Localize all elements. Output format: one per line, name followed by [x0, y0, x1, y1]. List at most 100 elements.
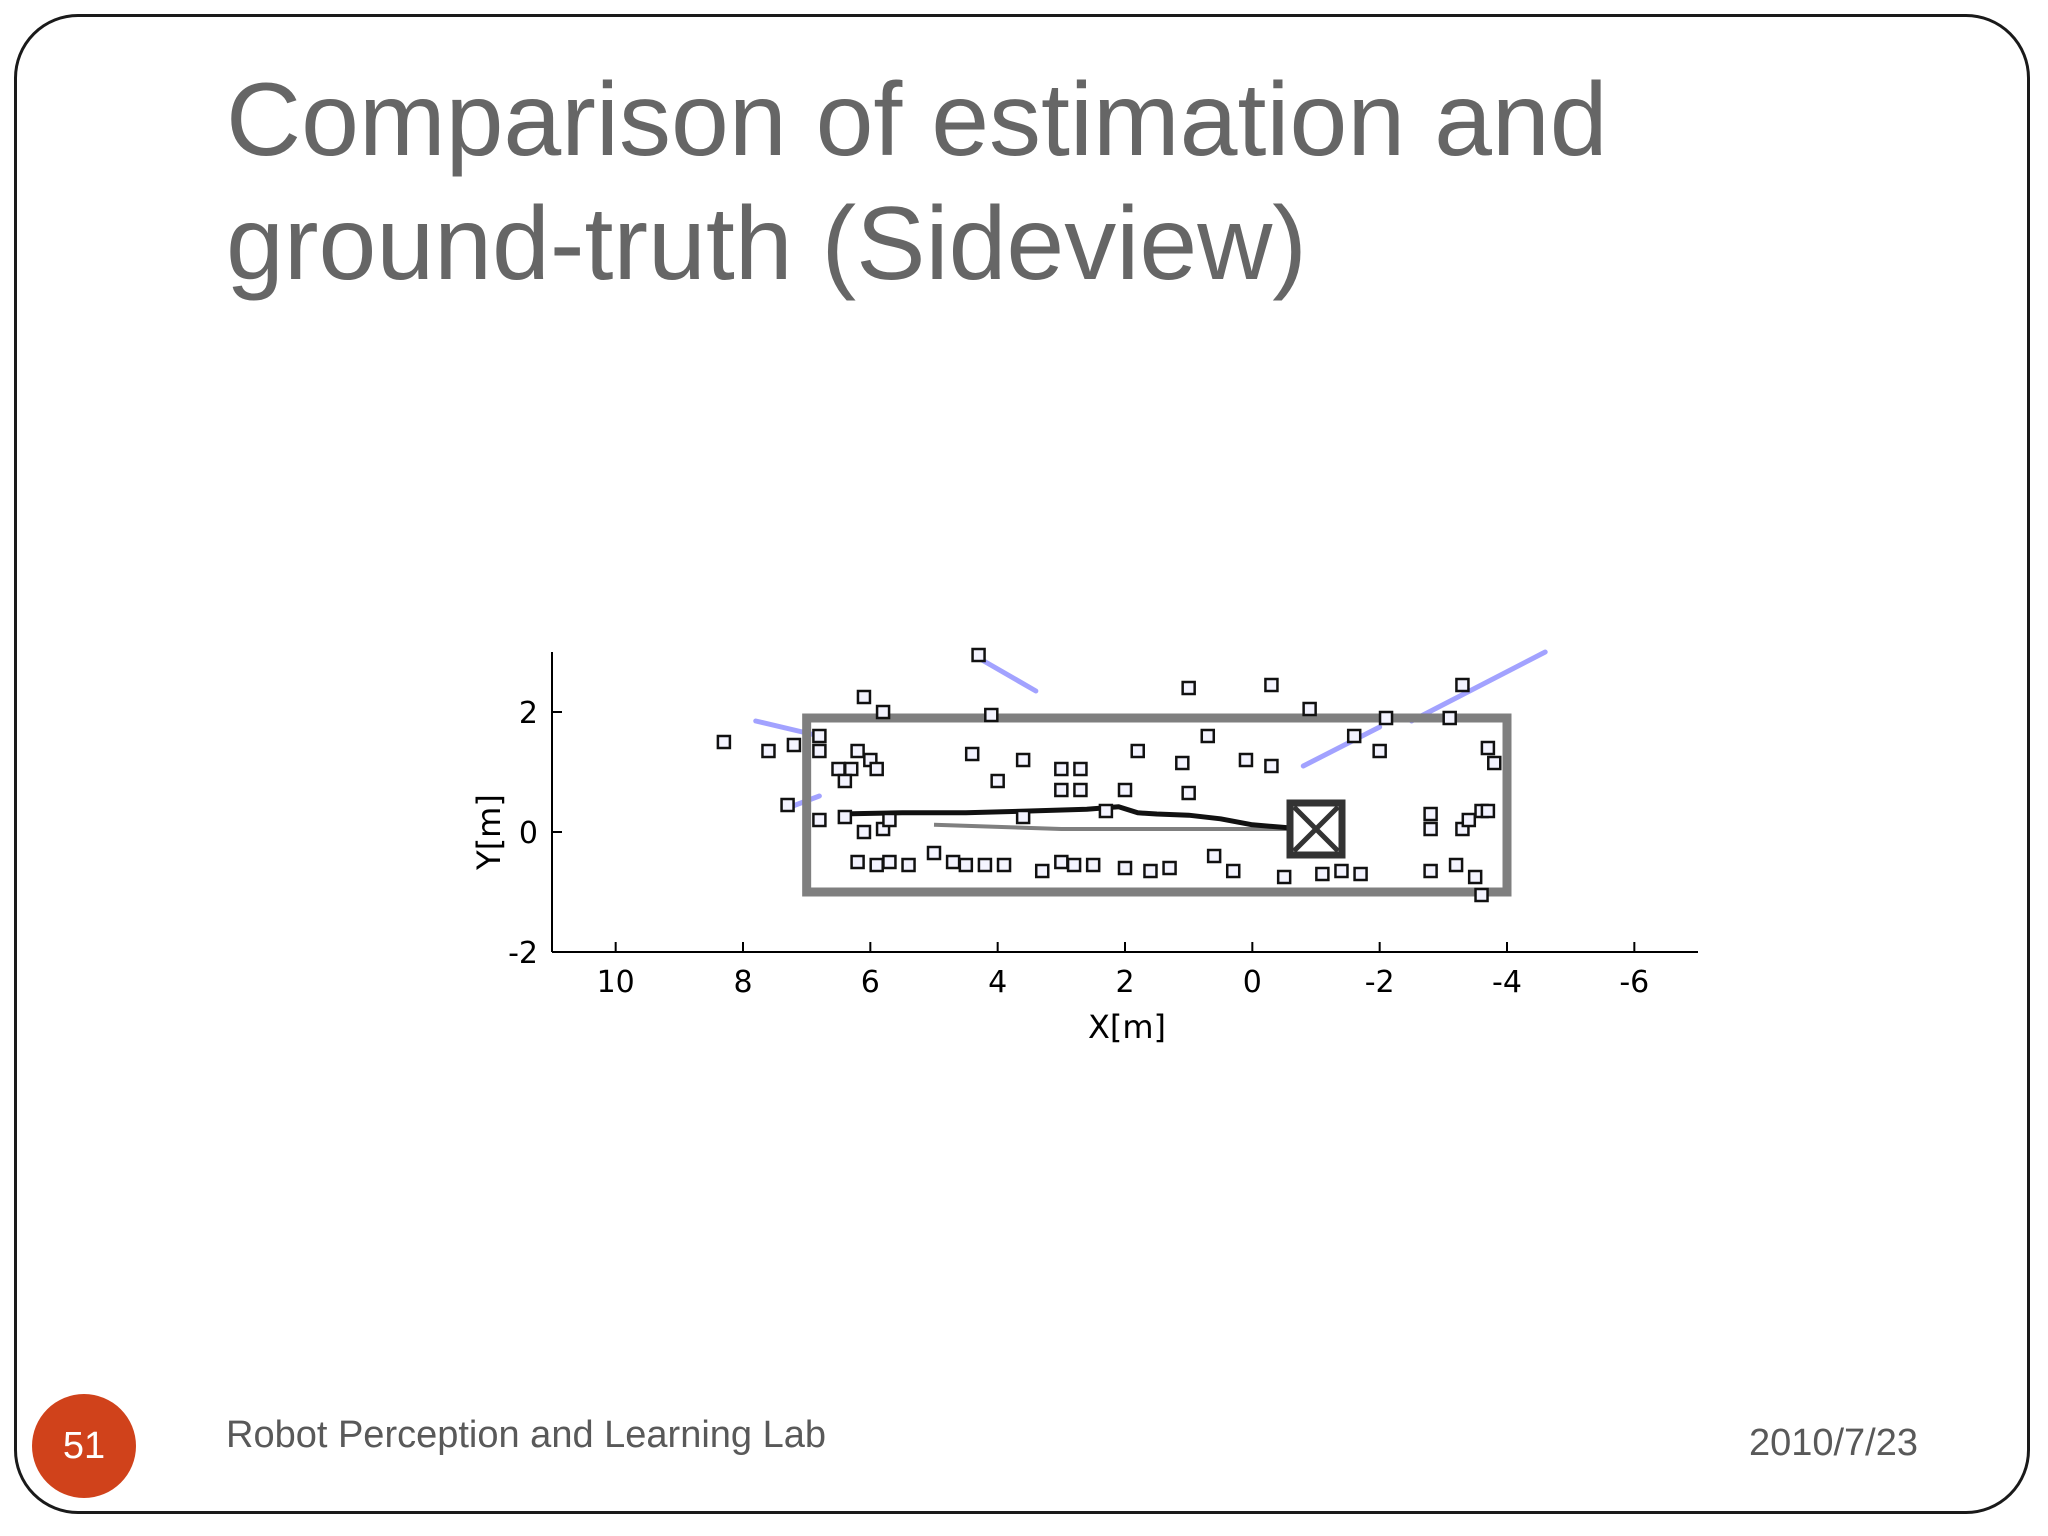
landmark-marker [1098, 803, 1114, 819]
x-tick-label: 6 [861, 965, 880, 1000]
landmark-marker [837, 809, 853, 825]
landmark-marker [1143, 863, 1158, 879]
landmark-marker [1175, 755, 1190, 771]
landmark-marker [786, 737, 802, 753]
estimated-trajectory [838, 804, 1304, 832]
landmark-marker [1423, 806, 1438, 822]
chart-svg: 10 8 6 4 2 0 -2 -4 -6 -2 0 2 X[m] Y[m] [470, 647, 1698, 1046]
landmark-marker [1034, 863, 1050, 879]
landmark-marker [1302, 701, 1317, 717]
landmark-marker [1085, 857, 1101, 873]
landmark-marker [1015, 809, 1031, 825]
ground-truth-trajectory [933, 822, 1304, 831]
landmark-marker [984, 707, 999, 723]
landmark-marker [780, 797, 795, 813]
landmark-marker [856, 824, 872, 840]
landmark-marker [996, 857, 1012, 873]
landmark-marker [1423, 821, 1438, 837]
x-tick-label: 0 [1243, 965, 1262, 1000]
x-tick-label: -2 [1365, 965, 1395, 1000]
landmark-marker [1378, 710, 1394, 726]
slide-title: Comparison of estimation and ground-trut… [226, 58, 1926, 306]
landmark-marker [761, 743, 776, 759]
landmark-marker [1353, 866, 1368, 882]
landmark-marker [843, 761, 859, 777]
landmark-marker [882, 854, 897, 870]
landmark-marker [716, 734, 732, 750]
landmark-marker [1073, 761, 1088, 777]
landmark-marker [1467, 869, 1483, 885]
landmark-marker [977, 857, 993, 873]
slide-title-line-1: Comparison of estimation and [226, 62, 1608, 178]
page-number-badge: 51 [32, 1394, 136, 1498]
landmark-marker [926, 845, 942, 861]
y-axis-label: Y[m] [470, 794, 508, 871]
landmark-marker [1455, 677, 1470, 693]
landmark-marker [1200, 728, 1216, 744]
landmark-marker [945, 854, 961, 870]
landmark-marker [850, 854, 865, 870]
landmark-marker [1315, 866, 1330, 882]
landmark-marker [1066, 857, 1082, 873]
landmark-marker [901, 857, 916, 873]
slide-title-line-2: ground-truth (Sideview) [226, 186, 1307, 302]
landmark-marker [1442, 710, 1457, 726]
landmark-marker [964, 746, 980, 762]
uncertainty-line [1409, 649, 1548, 724]
landmark-marker [1073, 782, 1088, 798]
landmark-marker [1264, 758, 1279, 774]
landmark-marker [1162, 860, 1177, 876]
landmark-marker [856, 689, 872, 705]
sideview-chart: 10 8 6 4 2 0 -2 -4 -6 -2 0 2 X[m] Y[m] [440, 630, 1740, 1070]
robot-pose-cross-b [1292, 805, 1340, 853]
landmark-marker [1423, 863, 1438, 879]
landmark-marker [1372, 743, 1387, 759]
landmark-marker [875, 704, 891, 720]
y-tick-label: 0 [519, 816, 538, 851]
landmark-marker [869, 857, 884, 873]
landmark-marker [1276, 869, 1292, 885]
landmark-marker [1130, 743, 1145, 759]
landmark-marker [1448, 857, 1464, 873]
landmark-marker [1474, 887, 1489, 903]
landmark-marker [1346, 728, 1362, 744]
landmark-marker [869, 761, 884, 777]
landmark-marker [1117, 782, 1133, 798]
landmark-marker [1238, 752, 1254, 768]
landmark-marker [1054, 761, 1069, 777]
uncertainty-line [976, 655, 1039, 694]
landmark-marker [1054, 782, 1069, 798]
landmark-marker [812, 812, 827, 828]
x-tick-label: 10 [597, 965, 635, 1000]
landmark-marker [1334, 863, 1349, 879]
landmark-marker [1461, 812, 1477, 828]
x-tick-label: 4 [988, 965, 1007, 1000]
landmark-marker [990, 773, 1005, 789]
landmark-marker [1225, 863, 1241, 879]
landmark-marker [971, 647, 986, 663]
footer-date: 2010/7/23 [1748, 1422, 1918, 1464]
landmark-marker [837, 773, 853, 789]
footer-lab-name: Robot Perception and Learning Lab [226, 1414, 827, 1456]
landmark-marker [1487, 755, 1502, 771]
y-tick-label: 2 [519, 696, 538, 731]
landmark-marker [1480, 740, 1496, 756]
x-axis-label: X[m] [1088, 1008, 1166, 1046]
landmark-marker [1206, 848, 1222, 864]
uncertainty-line [1300, 724, 1383, 769]
x-tick-label: 2 [1115, 965, 1134, 1000]
landmark-marker [1264, 677, 1279, 693]
landmark-marker [831, 761, 846, 777]
landmark-marker [812, 743, 827, 759]
landmark-marker [1015, 752, 1031, 768]
landmark-marker [1054, 854, 1069, 870]
landmark-marker [882, 812, 897, 828]
landmark-marker [1117, 860, 1133, 876]
landmark-marker [1480, 803, 1496, 819]
y-tick-label: -2 [508, 936, 538, 971]
landmark-marker [1181, 680, 1196, 696]
landmark-marker [850, 743, 865, 759]
ground-truth-rectangle [802, 713, 1512, 897]
x-tick-label: 8 [733, 965, 752, 1000]
landmark-marker [1181, 785, 1196, 801]
